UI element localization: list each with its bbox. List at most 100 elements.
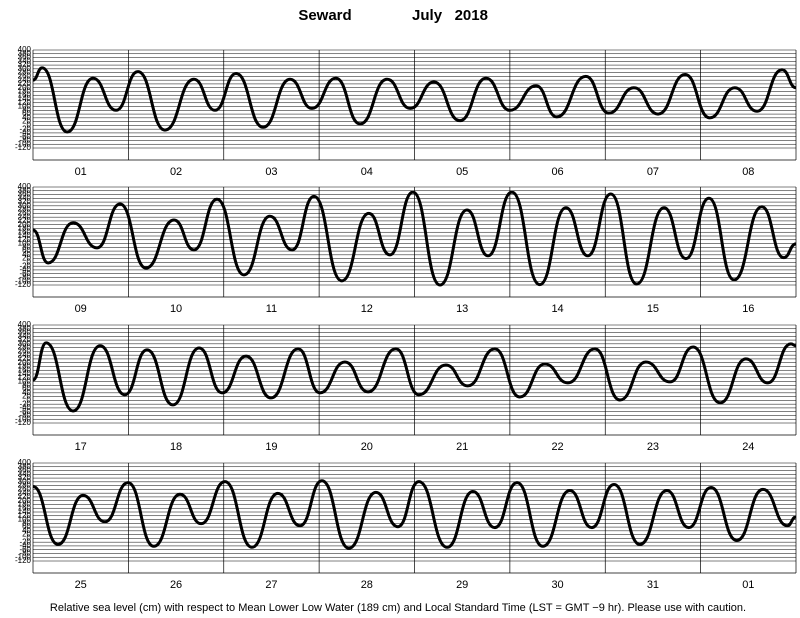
y-tick-label: -100	[15, 552, 32, 561]
y-tick-label: 40	[22, 250, 31, 259]
y-tick-label: 180	[18, 362, 32, 371]
y-tick-label: 320	[18, 473, 32, 482]
day-label: 25	[75, 579, 87, 591]
y-tick-label: 360	[18, 328, 32, 337]
y-tick-label: -40	[19, 403, 31, 412]
day-label: 20	[361, 441, 373, 453]
day-label: 04	[361, 166, 373, 178]
day-label: 08	[742, 166, 754, 178]
y-tick-label: 260	[18, 208, 32, 217]
y-tick-label: 140	[18, 231, 32, 240]
y-tick-label: 280	[18, 68, 32, 77]
y-tick-label: -100	[15, 139, 32, 148]
y-tick-label: 60	[22, 522, 31, 531]
y-tick-label: 340	[18, 56, 32, 65]
y-tick-label: -80	[19, 549, 31, 558]
y-tick-label: 280	[18, 481, 32, 490]
y-tick-label: 400	[18, 182, 32, 191]
y-tick-label: 120	[18, 511, 32, 520]
day-label: 06	[551, 166, 563, 178]
day-label: 29	[456, 579, 468, 591]
y-tick-label: -120	[15, 418, 32, 427]
y-tick-label: 80	[22, 242, 31, 251]
y-tick-label: 260	[18, 71, 32, 80]
station-title: Seward	[298, 7, 351, 24]
day-label: 01	[75, 166, 87, 178]
tide-line	[32, 479, 797, 550]
y-tick-label: 140	[18, 369, 32, 378]
y-tick-label: -20	[19, 124, 31, 133]
y-tick-label: -60	[19, 269, 31, 278]
y-tick-label: 40	[22, 113, 31, 122]
y-tick-label: 400	[18, 45, 32, 54]
y-tick-label: 280	[18, 343, 32, 352]
day-label: 02	[170, 166, 182, 178]
y-tick-label: 100	[18, 377, 32, 386]
y-tick-label: 320	[18, 60, 32, 69]
y-tick-label: 360	[18, 190, 32, 199]
y-tick-label: 0	[27, 533, 32, 542]
y-tick-label: -40	[19, 128, 31, 137]
y-tick-label: 160	[18, 503, 32, 512]
day-label: 11	[266, 303, 277, 315]
day-label: 12	[361, 303, 373, 315]
day-label: 09	[75, 303, 87, 315]
y-tick-label: 60	[22, 246, 31, 255]
y-tick-label: 260	[18, 484, 32, 493]
day-label: 10	[170, 303, 182, 315]
y-tick-label: 180	[18, 87, 32, 96]
y-tick-label: 0	[27, 120, 32, 129]
y-tick-label: 300	[18, 339, 32, 348]
tide-line	[32, 341, 797, 413]
day-label: 13	[456, 303, 468, 315]
panel: -120-100-80-60-40-2002040608010012014016…	[15, 320, 797, 453]
y-tick-label: -60	[19, 545, 31, 554]
day-label: 07	[647, 166, 659, 178]
y-tick-label: 240	[18, 212, 32, 221]
y-tick-label: 100	[18, 239, 32, 248]
y-tick-label: 200	[18, 358, 32, 367]
day-label: 05	[456, 166, 468, 178]
y-tick-label: 0	[27, 395, 32, 404]
y-tick-label: 220	[18, 492, 32, 501]
y-tick-label: 80	[22, 380, 31, 389]
y-tick-label: -120	[15, 280, 32, 289]
day-label: 26	[170, 579, 182, 591]
y-tick-label: -120	[15, 143, 32, 152]
day-label: 27	[265, 579, 277, 591]
tide-line	[32, 66, 797, 134]
month-title: July 2018	[412, 7, 488, 24]
day-label: 22	[551, 441, 563, 453]
y-tick-label: 340	[18, 331, 32, 340]
panel: -120-100-80-60-40-2002040608010012014016…	[15, 45, 797, 178]
y-tick-label: -80	[19, 136, 31, 145]
day-label: 21	[456, 441, 468, 453]
y-tick-label: -100	[15, 414, 32, 423]
panel: -120-100-80-60-40-2002040608010012014016…	[15, 182, 797, 315]
y-tick-label: 20	[22, 117, 31, 126]
y-tick-label: 40	[22, 388, 31, 397]
y-tick-label: 140	[18, 94, 32, 103]
y-tick-label: -40	[19, 541, 31, 550]
y-tick-label: 100	[18, 102, 32, 111]
y-tick-label: 360	[18, 466, 32, 475]
y-tick-label: 160	[18, 365, 32, 374]
y-tick-label: 20	[22, 254, 31, 263]
y-tick-label: 80	[22, 518, 31, 527]
y-tick-label: 120	[18, 98, 32, 107]
y-tick-label: 0	[27, 257, 32, 266]
y-tick-label: 260	[18, 346, 32, 355]
y-tick-label: 340	[18, 193, 32, 202]
y-tick-label: 380	[18, 324, 32, 333]
y-tick-label: 180	[18, 500, 32, 509]
y-tick-label: 120	[18, 235, 32, 244]
y-tick-label: -20	[19, 261, 31, 270]
day-label: 15	[647, 303, 659, 315]
day-label: 23	[647, 441, 659, 453]
y-tick-label: -80	[19, 273, 31, 282]
y-tick-label: -20	[19, 399, 31, 408]
y-tick-label: 60	[22, 109, 31, 118]
y-tick-label: -80	[19, 411, 31, 420]
y-tick-label: -60	[19, 132, 31, 141]
